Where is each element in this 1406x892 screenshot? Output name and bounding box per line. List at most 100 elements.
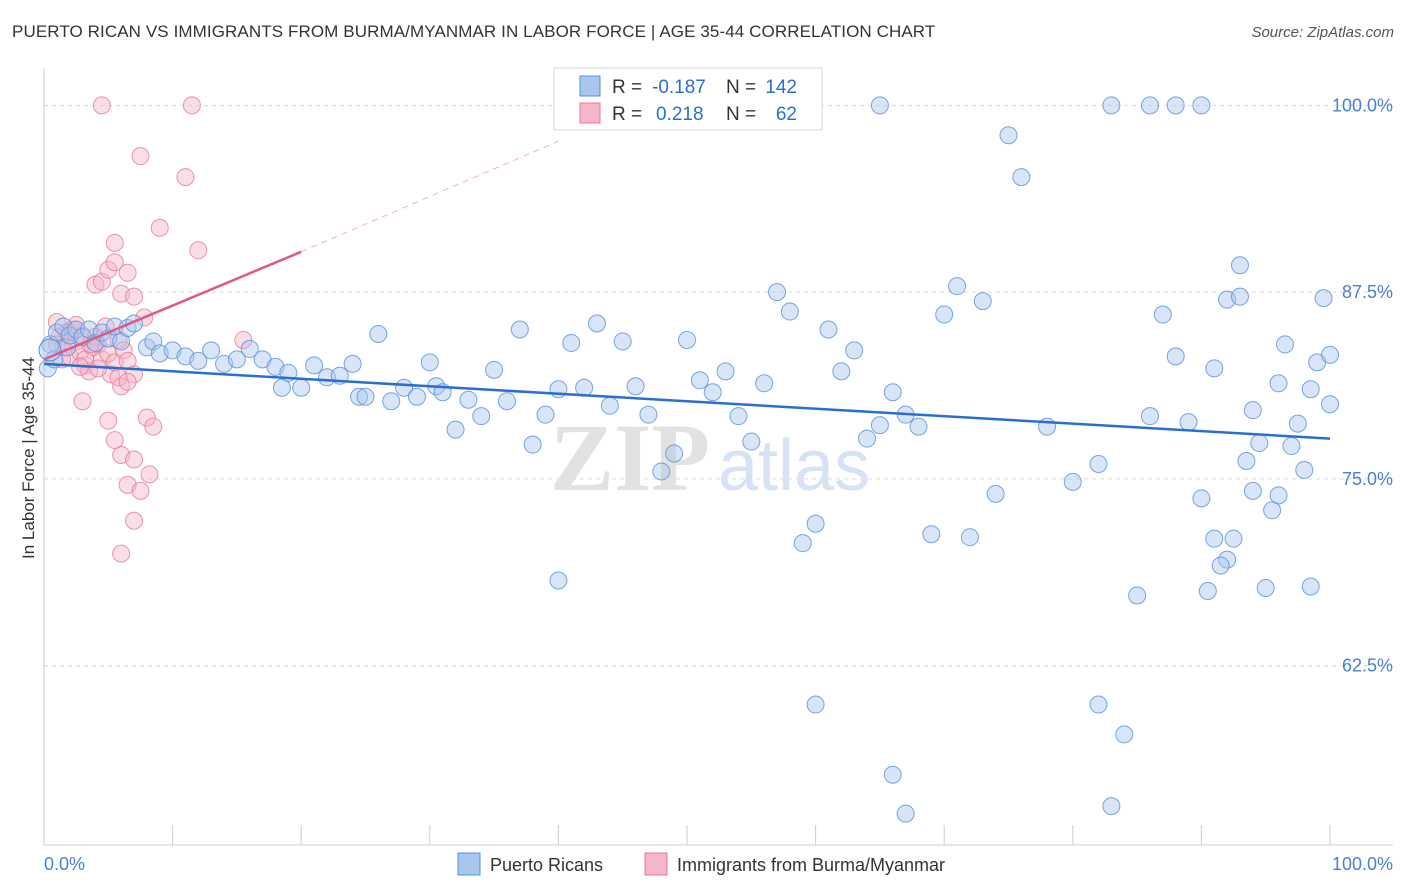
blue-point-41 [407, 387, 426, 406]
blue-point-32 [305, 356, 324, 375]
pink-point-50 [234, 330, 253, 349]
blue-point-78 [870, 416, 889, 435]
blue-point-131 [1102, 797, 1121, 816]
blue-point-97 [1179, 413, 1198, 432]
blue-point-126 [806, 695, 825, 714]
legend-n-value-1: 142 [765, 77, 797, 98]
blue-point-23 [202, 341, 221, 360]
pink-point-16 [99, 344, 118, 363]
x-tick-0: 0.0% [44, 854, 85, 874]
pink-point-42 [144, 417, 163, 436]
blue-point-98 [1192, 489, 1211, 508]
blue-point-52 [536, 405, 555, 424]
trend-line-burma [43, 250, 302, 361]
blue-point-7 [67, 320, 86, 339]
blue-point-84 [948, 277, 967, 296]
blue-point-25 [227, 350, 246, 369]
blue-point-54 [562, 333, 581, 352]
blue-point-101 [1230, 256, 1249, 275]
blue-point-45 [446, 420, 465, 439]
blue-point-82 [922, 525, 941, 544]
blue-point-68 [742, 432, 761, 451]
blue-point-87 [986, 484, 1005, 503]
blue-point-69 [755, 374, 774, 393]
pink-point-27 [99, 260, 118, 279]
pink-point-40 [112, 544, 131, 563]
pink-point-26 [92, 272, 111, 291]
blue-point-86 [973, 292, 992, 311]
pink-point-44 [182, 96, 201, 115]
y-tick-3: 100.0% [1332, 95, 1393, 115]
blue-point-125 [1198, 581, 1217, 600]
blue-point-51 [523, 435, 542, 454]
blue-point-57 [600, 396, 619, 415]
bottom-legend-puerto-ricans: Puerto Ricans [490, 855, 603, 875]
blue-point-64 [690, 371, 709, 390]
legend-swatch-pink [579, 102, 601, 124]
blue-point-74 [819, 320, 838, 339]
blue-point-29 [272, 378, 291, 397]
pink-point-53 [125, 450, 144, 469]
pink-point-46 [176, 168, 195, 187]
blue-series-points [38, 96, 1339, 823]
y-tick-0: 62.5% [1342, 656, 1393, 676]
blue-point-65 [703, 383, 722, 402]
pink-series-points [47, 96, 253, 563]
y-tick-2: 87.5% [1342, 282, 1393, 302]
blue-point-46 [459, 390, 478, 409]
pink-point-52 [118, 372, 137, 391]
blue-point-75 [832, 362, 851, 381]
blue-point-116 [1263, 501, 1282, 520]
blue-point-128 [896, 804, 915, 823]
blue-point-94 [1140, 407, 1159, 426]
source-label: Source: ZipAtlas.com [1251, 24, 1394, 41]
blue-point-79 [883, 383, 902, 402]
blue-point-26 [240, 339, 259, 358]
pink-point-30 [118, 263, 137, 282]
blue-point-123 [1211, 556, 1230, 575]
blue-point-108 [1314, 289, 1333, 308]
blue-point-114 [1275, 335, 1294, 354]
axes [43, 68, 1393, 846]
pink-point-34 [105, 431, 124, 450]
blue-point-136 [1166, 96, 1185, 115]
blue-point-50 [510, 320, 529, 339]
blue-point-112 [1301, 577, 1320, 596]
legend-n-label-1: N = [726, 77, 756, 98]
legend-r-value-2: 0.218 [656, 104, 704, 125]
y-tick-1: 75.0% [1342, 469, 1393, 489]
blue-point-93 [1128, 586, 1147, 605]
blue-point-76 [845, 341, 864, 360]
blue-point-118 [1243, 401, 1262, 420]
watermark-zip: ZIP [550, 404, 710, 511]
blue-point-36 [350, 387, 369, 406]
blue-point-137 [1192, 96, 1211, 115]
blue-point-134 [1102, 96, 1121, 115]
legend-r-label-1: R = [612, 77, 642, 98]
blue-point-73 [806, 514, 825, 533]
blue-point-133 [870, 96, 889, 115]
blue-point-127 [883, 765, 902, 784]
blue-point-49 [497, 392, 516, 411]
blue-point-135 [1140, 96, 1159, 115]
blue-point-70 [768, 283, 787, 302]
blue-point-124 [1205, 529, 1224, 548]
blue-point-56 [587, 314, 606, 333]
blue-point-88 [999, 126, 1018, 145]
watermark: ZIP atlas [550, 404, 870, 511]
blue-point-62 [665, 444, 684, 463]
blue-point-61 [652, 462, 671, 481]
blue-point-63 [678, 330, 696, 349]
blue-point-67 [729, 407, 748, 426]
blue-point-103 [1256, 578, 1275, 597]
blue-point-58 [613, 332, 632, 351]
blue-point-83 [935, 305, 954, 324]
blue-point-59 [626, 377, 645, 396]
pink-point-24 [73, 392, 92, 411]
blue-point-106 [1295, 460, 1314, 479]
blue-point-47 [472, 407, 491, 426]
legend-r-label-2: R = [612, 104, 642, 125]
bottom-legend-swatch-pink [644, 852, 668, 876]
trend-line-puerto-ricans [43, 362, 1331, 440]
